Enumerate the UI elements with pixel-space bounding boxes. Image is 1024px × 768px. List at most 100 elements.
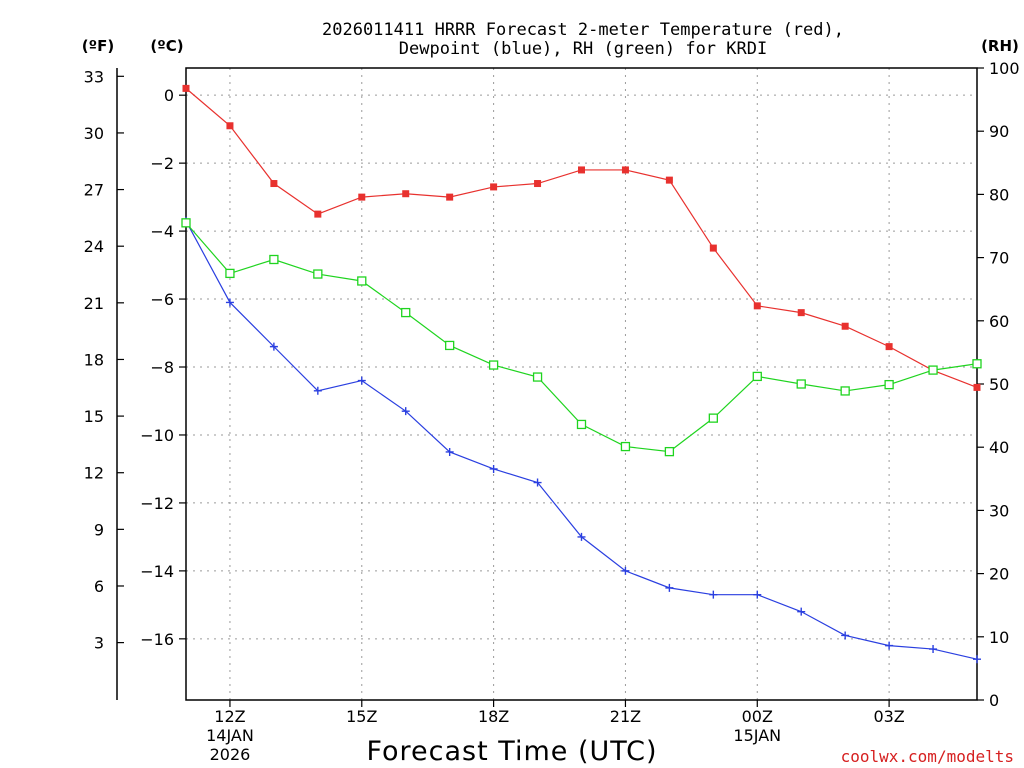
celsius-tick-label: −10 <box>140 426 174 445</box>
x-tick-label: 21Z <box>610 707 641 726</box>
temperature-point <box>446 193 454 201</box>
dewpoint-point <box>841 631 850 640</box>
series-temperature <box>182 84 981 391</box>
rh-unit-label: (RH) <box>981 37 1019 55</box>
temperature-point <box>226 122 234 130</box>
fahrenheit-unit-label: (ºF) <box>82 37 114 55</box>
rh-point <box>620 441 631 452</box>
dewpoint-point <box>797 607 806 616</box>
dewpoint-point <box>929 645 938 654</box>
rh-tick-label: 60 <box>989 312 1009 331</box>
celsius-unit-label: (ºC) <box>150 37 183 55</box>
temperature-point <box>885 343 893 351</box>
fahrenheit-tick-label: 6 <box>94 577 104 596</box>
plot-series <box>181 84 982 664</box>
dewpoint-point <box>401 407 410 416</box>
rh-tick-label: 10 <box>989 628 1009 647</box>
dewpoint-point <box>225 298 234 307</box>
celsius-tick-label: −6 <box>150 290 174 309</box>
rh-point <box>972 359 982 369</box>
temperature-point <box>621 166 629 174</box>
celsius-tick-label: −2 <box>150 154 174 173</box>
series-line-temperature <box>185 87 978 388</box>
x-tick-label: 18Z <box>478 707 509 726</box>
x-tick-year-label: 2026 <box>210 745 251 764</box>
celsius-tick-label: −8 <box>150 358 174 377</box>
fahrenheit-tick-label: 9 <box>94 520 104 539</box>
dewpoint-point <box>489 464 498 473</box>
dewpoint-point <box>753 590 762 599</box>
fahrenheit-tick-label: 27 <box>84 181 104 200</box>
rh-point <box>313 269 323 279</box>
rh-point <box>445 340 455 351</box>
x-tick-date-label: 14JAN <box>206 726 254 745</box>
rh-point <box>928 365 938 375</box>
fahrenheit-tick-label: 12 <box>84 464 104 483</box>
rh-point <box>269 254 279 265</box>
rh-point <box>488 360 499 370</box>
temperature-point <box>270 180 278 188</box>
fahrenheit-tick-label: 24 <box>84 237 104 256</box>
series-rh <box>181 218 982 457</box>
rh-point <box>708 413 718 423</box>
x-tick-label: 12Z <box>214 707 245 726</box>
rh-tick-label: 100 <box>989 59 1020 78</box>
x-tick-label: 00Z <box>742 707 773 726</box>
celsius-tick-label: −16 <box>140 630 174 649</box>
grid-lines <box>186 68 977 700</box>
temperature-point <box>665 176 673 184</box>
fahrenheit-tick-label: 21 <box>84 294 104 313</box>
chart-title-line1: 2026011411 HRRR Forecast 2-meter Tempera… <box>322 20 844 40</box>
dewpoint-point <box>269 342 278 351</box>
celsius-tick-label: −12 <box>140 494 174 513</box>
rh-tick-label: 50 <box>989 375 1009 394</box>
temperature-point <box>490 183 498 191</box>
fahrenheit-tick-label: 18 <box>84 350 104 369</box>
rh-point <box>401 307 411 318</box>
temperature-point <box>358 193 366 201</box>
fahrenheit-tick-label: 33 <box>84 67 104 86</box>
dewpoint-point <box>313 386 322 395</box>
rh-tick-label: 70 <box>989 249 1009 268</box>
dewpoint-point <box>665 583 674 592</box>
dewpoint-point <box>973 655 981 664</box>
dewpoint-point <box>357 376 366 385</box>
rh-tick-label: 0 <box>989 691 999 710</box>
celsius-tick-label: −14 <box>140 562 174 581</box>
rh-point <box>357 276 367 286</box>
rh-point <box>532 372 543 382</box>
celsius-tick-label: −4 <box>150 222 174 241</box>
dewpoint-point <box>709 590 718 599</box>
fahrenheit-tick-label: 15 <box>84 407 104 426</box>
rh-tick-label: 80 <box>989 185 1009 204</box>
rh-point <box>884 379 894 390</box>
rh-point <box>181 218 191 228</box>
temperature-point <box>314 210 322 218</box>
dewpoint-point <box>621 566 630 575</box>
dewpoint-point <box>533 478 542 487</box>
x-tick-label: 03Z <box>873 707 904 726</box>
chart-title-line2: Dewpoint (blue), RH (green) for KRDI <box>399 39 767 59</box>
temperature-point <box>402 190 410 198</box>
tick-labels: 33302724211815129630−2−4−6−8−10−12−14−16… <box>84 59 1020 764</box>
rh-point <box>576 419 587 430</box>
temperature-point <box>182 84 190 92</box>
series-line-dewpoint <box>185 220 978 660</box>
temperature-point <box>841 322 849 330</box>
celsius-tick-label: 0 <box>164 86 174 105</box>
temperature-point <box>753 302 761 310</box>
rh-point <box>664 446 675 457</box>
rh-tick-label: 40 <box>989 438 1009 457</box>
rh-tick-label: 30 <box>989 501 1009 520</box>
x-tick-label: 15Z <box>346 707 377 726</box>
fahrenheit-tick-label: 3 <box>94 634 104 653</box>
rh-point <box>752 371 762 382</box>
rh-tick-label: 90 <box>989 122 1009 141</box>
dewpoint-point <box>577 532 586 541</box>
temperature-point <box>709 244 717 252</box>
credit-text: coolwx.com/modelts <box>841 747 1014 766</box>
rh-point <box>225 268 235 279</box>
temperature-point <box>797 309 805 317</box>
temperature-point <box>973 383 981 391</box>
